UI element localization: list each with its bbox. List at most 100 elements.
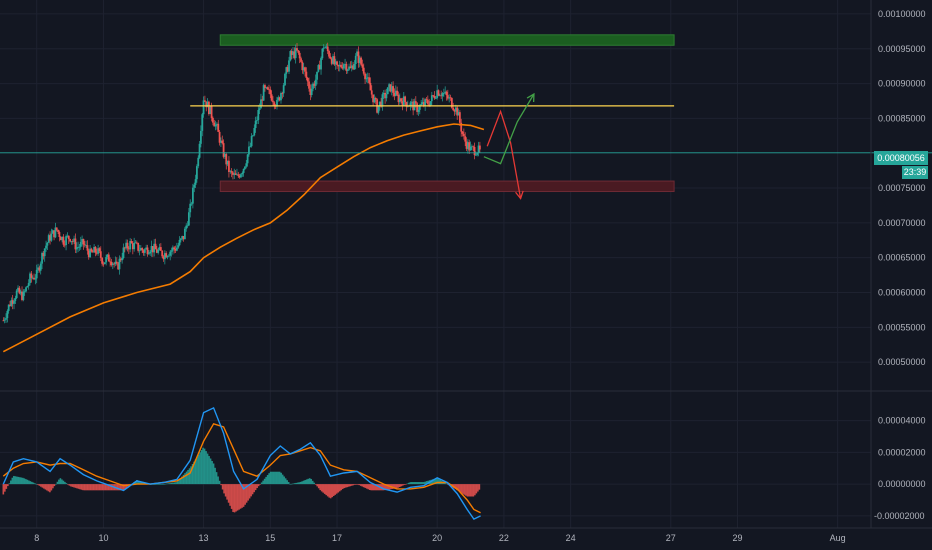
candle-body <box>142 250 145 253</box>
candle-body <box>240 174 242 178</box>
candle-body <box>230 171 233 173</box>
candle-body <box>51 230 54 234</box>
histogram-bar <box>104 484 107 491</box>
histogram-bar <box>265 476 267 485</box>
candle-body <box>389 84 392 92</box>
candle-body <box>452 107 455 111</box>
candle-body <box>258 108 261 111</box>
candle-body <box>280 93 282 101</box>
histogram-bar <box>37 484 39 485</box>
indicator-axis[interactable]: 0.00004000 0.00002000 0.00000000 -0.0000200… <box>874 416 926 521</box>
candle-body <box>101 257 104 264</box>
candle-body <box>350 65 353 69</box>
histogram-bar <box>289 483 291 485</box>
histogram-bar <box>4 484 6 492</box>
histogram-bar <box>139 480 141 485</box>
candle-body <box>338 64 341 67</box>
candle-body <box>392 86 395 93</box>
histogram-bar <box>358 484 361 486</box>
histogram-bar <box>457 484 460 492</box>
histogram-bar <box>79 484 81 490</box>
candle-body <box>177 245 180 248</box>
histogram-bar <box>385 484 388 490</box>
candle-body <box>476 152 479 155</box>
candle-body <box>345 63 348 71</box>
histogram-bar <box>206 453 209 485</box>
histogram-bar <box>140 481 143 485</box>
candle-body <box>187 212 190 226</box>
candle-body <box>146 247 149 255</box>
candle-body <box>93 246 96 253</box>
candle-body <box>269 89 272 95</box>
candle-body <box>153 243 156 253</box>
histogram-bar <box>408 482 410 485</box>
bullish-path <box>483 93 535 165</box>
histogram-bar <box>32 482 35 485</box>
candle-body <box>437 90 440 96</box>
histogram-bar <box>217 476 219 485</box>
histogram-bar <box>100 484 102 491</box>
candle-body <box>50 233 53 241</box>
histogram-bar <box>119 484 122 491</box>
histogram-bar <box>383 484 386 491</box>
candle-body <box>250 136 253 147</box>
candle-body <box>98 248 101 252</box>
histogram-bar <box>305 479 308 485</box>
candle-body <box>115 261 118 264</box>
candle-body <box>155 249 158 253</box>
candle-body <box>79 241 82 247</box>
histogram-bar <box>290 483 293 485</box>
candle-body <box>414 101 417 104</box>
histogram-bar <box>238 484 240 510</box>
histogram-bar <box>471 484 473 497</box>
candle-body <box>322 47 325 49</box>
candle-body <box>22 291 25 300</box>
time-tick-label: 15 <box>265 533 275 543</box>
candle-body <box>2 320 5 322</box>
histogram-bar <box>122 484 125 491</box>
histogram-bar <box>304 480 306 485</box>
candle-body <box>169 251 172 256</box>
candle-body <box>257 110 260 121</box>
histogram-bar <box>477 484 479 492</box>
candle-body <box>454 107 457 112</box>
histogram-bar <box>31 481 33 485</box>
histogram-bar <box>347 484 350 487</box>
histogram-bar <box>97 484 99 491</box>
histogram-bar <box>25 479 27 485</box>
histogram-bar <box>8 483 11 485</box>
candle-body <box>458 112 461 123</box>
candle-body <box>133 243 136 250</box>
candle-body <box>123 247 126 249</box>
histogram-bar <box>53 484 56 487</box>
histogram-bar <box>106 484 108 491</box>
histogram-bar <box>420 482 422 485</box>
histogram-bar <box>343 484 346 489</box>
histogram-bar <box>214 467 216 485</box>
histogram-bar <box>203 448 206 485</box>
candle-body <box>309 88 312 96</box>
candle-body <box>3 319 6 321</box>
candle-body <box>55 227 58 230</box>
histogram-bar <box>160 484 162 485</box>
candle-body <box>288 60 290 72</box>
candle-body <box>444 91 447 94</box>
histogram-bar <box>287 482 290 485</box>
histogram-bar <box>167 483 170 485</box>
time-axis[interactable]: 8 10 13 15 17 20 22 24 27 29 Aug <box>34 533 845 543</box>
candle-body <box>236 174 238 176</box>
candle-body <box>233 173 236 175</box>
candle-body <box>298 52 301 59</box>
histogram-bar <box>400 484 403 487</box>
candle-body <box>326 46 329 52</box>
histogram-bar <box>319 484 322 491</box>
candle-body <box>217 123 220 132</box>
histogram-bar <box>34 483 36 485</box>
candle-body <box>365 78 368 80</box>
candle-body <box>97 248 100 254</box>
histogram-bar <box>152 484 155 485</box>
price-axis[interactable]: 0.00100000 0.00095000 0.00090000 0.00085000… <box>878 9 926 367</box>
candle-body <box>139 248 142 251</box>
histogram-bar <box>155 484 158 485</box>
